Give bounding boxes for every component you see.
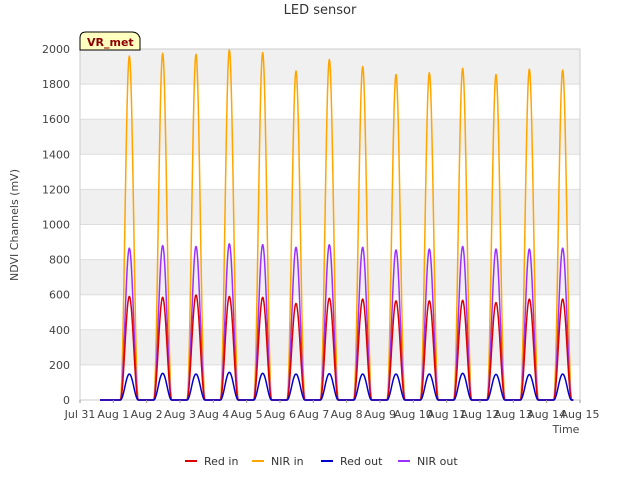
x-tick-label: Jul 31 [64,408,96,421]
legend-item: NIR in [252,455,304,468]
legend-label: NIR out [417,455,458,468]
station-badge: VR_met [79,31,141,51]
background-band [80,119,580,155]
background-band [80,224,580,260]
y-tick-label: 400 [49,324,70,337]
y-axis-ticks: 0 200 400 600 800 1000 1200 1400 1600 1800 2000 [42,43,70,407]
legend-label: Red out [340,455,383,468]
background-band [80,154,580,190]
y-axis-label: NDVI Channels (mV) [8,169,21,281]
station-badge-label: VR_met [87,36,134,49]
y-tick-label: 2000 [42,43,70,56]
x-tick-label: Aug 1 [97,408,129,421]
background-band [80,364,580,400]
x-tick-label: Aug 5 [231,408,263,421]
series-line-red-out [100,371,574,401]
x-tick-label: Aug 8 [331,408,363,421]
x-tick-label: Aug 14 [527,408,566,421]
y-tick-label: 1600 [42,113,70,126]
x-axis-label: Time [552,423,580,436]
y-tick-label: 1200 [42,183,70,196]
x-tick-label: Aug 9 [364,408,396,421]
background-band [80,329,580,365]
x-tick-label: Aug 12 [461,408,500,421]
chart-title: LED sensor [284,3,357,18]
x-axis-ticks: Jul 31 Aug 1 Aug 2 Aug 3 Aug 4 Aug 5 Aug 6 Aug … [64,400,600,421]
station-badge-shape [79,31,141,51]
legend-label: Red in [204,455,238,468]
legend-item: NIR out [398,455,458,468]
x-tick-label: Aug 4 [197,408,229,421]
background-band [80,259,580,295]
legend: Red in NIR in Red out NIR out [185,455,458,468]
y-tick-label: 1400 [42,148,70,161]
x-tick-label: Aug 13 [494,408,533,421]
y-tick-label: 200 [49,359,70,372]
y-tick-label: 800 [49,254,70,267]
y-tick-label: 0 [63,394,70,407]
x-tick-label: Aug 2 [131,408,163,421]
x-tick-label: Aug 6 [264,408,296,421]
y-tick-label: 600 [49,289,70,302]
x-tick-label: Aug 3 [164,408,196,421]
x-tick-label: Aug 10 [394,408,433,421]
legend-item: Red in [185,455,238,468]
y-tick-label: 1000 [42,219,70,232]
y-tick-label: 1800 [42,78,70,91]
x-tick-label: Aug 7 [297,408,329,421]
legend-item: Red out [321,455,383,468]
x-tick-label: Aug 15 [561,408,600,421]
series-lines [100,49,574,401]
plot-frame [79,48,581,401]
x-tick-label: Aug 11 [427,408,466,421]
background-band [80,84,580,120]
legend-label: NIR in [271,455,304,468]
background-band [80,189,580,225]
